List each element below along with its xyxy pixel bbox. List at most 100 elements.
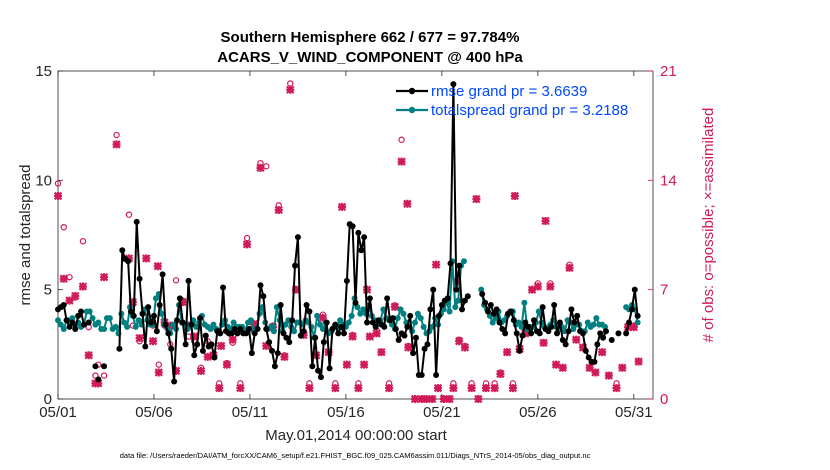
rmse-point [148,319,155,326]
spread-point [489,319,496,326]
spread-point [452,304,459,311]
rmse-point [634,312,641,319]
spread-point [230,319,237,326]
x-tick-label: 05/01 [39,404,77,421]
rmse-point [456,262,463,269]
rmse-point [559,336,566,343]
spread-point [101,326,108,333]
obs-assimilated-marker [71,291,80,301]
legend-spread-label: totalspread grand pr = 3.2188 [431,102,628,119]
spread-point [193,323,200,330]
y-axis-label-right: # of obs: o=possible; ×=assimilated [700,108,717,343]
obs-assimilated-marker [286,85,295,94]
obs-assimilated-marker [618,363,627,372]
rmse-point [283,334,290,341]
rmse-point [554,330,561,337]
obs-assimilated-marker [403,199,412,208]
rmse-point [125,258,132,265]
spread-point [337,317,344,324]
y-axis-ticks-right: 0 7 14 21 [648,63,677,408]
rmse-point [237,326,244,333]
rmse-point [60,301,67,308]
rmse-point [130,312,137,319]
spread-point [291,328,298,335]
rmse-point [490,310,497,317]
rmse-point [254,326,261,333]
rmse-point [266,339,273,346]
obs-assimilated-marker [467,383,476,393]
spread-point [207,326,214,333]
rmse-point [502,330,509,337]
rmse-point [306,308,313,315]
rmse-point [85,319,92,326]
obs-assimilated-marker [59,274,68,283]
obs-assimilated-marker [166,321,175,330]
spread-point [95,319,102,326]
spread-point [316,321,323,328]
obs-assimilated-marker [585,363,594,372]
rmse-point [484,308,491,315]
rmse-point [510,317,517,324]
rmse-point [165,330,172,337]
rmse-point [329,326,336,333]
rmse-point [119,247,126,254]
rmse-point [631,286,638,293]
legend: rmse grand pr = 3.6639 totalspread grand… [396,83,628,119]
rmse-point [539,304,546,311]
rmse-point [208,341,215,348]
spread-point [357,310,364,317]
rmse-point [418,371,425,378]
rmse-point [507,308,514,315]
spread-point [86,308,93,315]
obs-assimilated-marker [417,394,426,404]
obs-assimilated-marker [128,297,138,307]
obs-assimilated-marker [578,343,588,352]
rmse-point [326,365,333,372]
spread-point [414,310,421,317]
rmse-point [623,330,630,337]
spread-point [397,306,404,313]
spread-point [521,299,528,306]
rmse-point [294,234,301,241]
x-tick-label: 05/31 [615,404,653,421]
rmse-point [438,301,445,308]
obs-possible-marker [79,238,87,245]
rmse-point [159,271,166,278]
spread-point [124,323,131,330]
obs-assimilated-marker [256,163,265,173]
obs-assimilated-marker [565,263,574,272]
spread-point [319,326,326,333]
rmse-point [562,341,569,348]
rmse-point [582,347,589,354]
rmse-point [608,336,615,343]
obs-assimilated-marker [99,272,109,282]
obs-assimilated-marker [460,343,470,352]
rmse-point [591,358,598,365]
rmse-point [75,312,82,319]
rmse-point [202,332,209,339]
spread-point [57,321,64,328]
obs-assimilated-marker [510,191,519,201]
rmse-point [487,301,494,308]
rmse-point [600,334,607,341]
obs-assimilated-marker [148,337,158,346]
rmse-point [245,326,252,333]
rmse-point [248,350,255,357]
obs-assimilated-marker [222,360,232,369]
obs-assimilated-marker [527,285,537,294]
rmse-point [412,334,419,341]
rmse-point [375,317,382,324]
rmse-point [116,345,123,352]
rmse-point [430,286,437,293]
obs-assimilated-marker [490,383,499,393]
rmse-point [424,341,431,348]
rmse-point [133,218,140,225]
rmse-point [361,234,368,241]
rmse-point [551,301,558,308]
rmse-point [168,345,175,352]
spread-point [55,317,61,324]
rmse-point [66,323,73,330]
spread-point [314,312,321,319]
rmse-point [320,339,327,346]
